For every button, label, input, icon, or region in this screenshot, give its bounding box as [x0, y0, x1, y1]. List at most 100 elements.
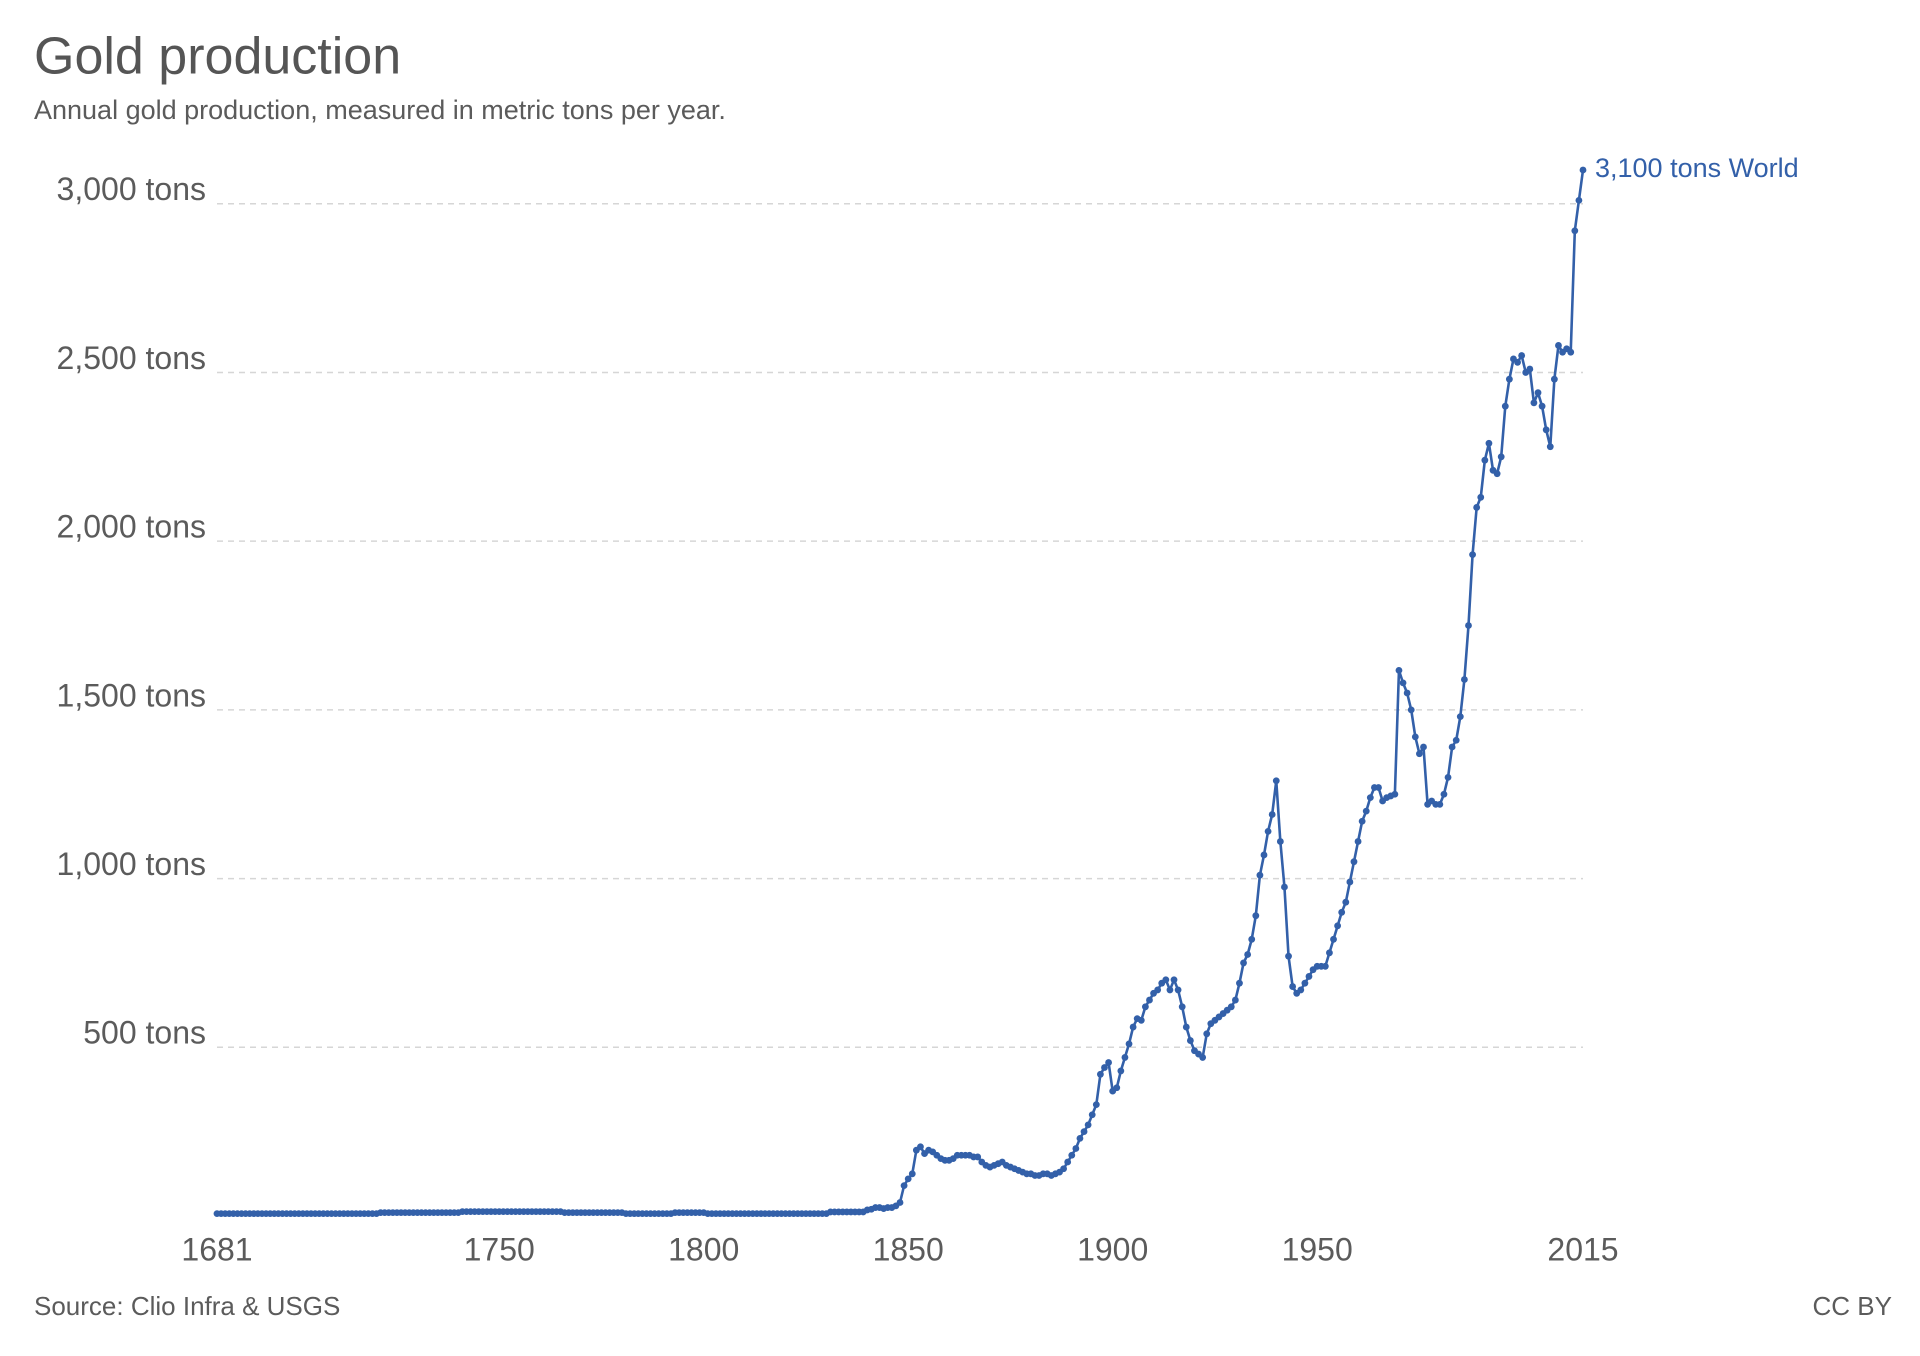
data-point [1080, 1128, 1088, 1136]
data-point [1391, 790, 1399, 798]
y-tick-label: 2,500 tons [57, 340, 206, 376]
data-point [1236, 979, 1243, 987]
data-point [1530, 399, 1538, 407]
data-point [1260, 851, 1268, 859]
data-point [1072, 1145, 1080, 1152]
data-point [1395, 666, 1403, 674]
data-point [1358, 817, 1366, 825]
data-point [1146, 996, 1153, 1004]
data-point [1403, 689, 1411, 697]
data-point [1068, 1151, 1076, 1159]
data-point [1575, 196, 1583, 204]
data-point [1182, 1023, 1190, 1031]
data-point [1117, 1067, 1125, 1075]
data-point [1362, 807, 1370, 815]
data-point [1326, 949, 1333, 957]
data-point [1088, 1111, 1096, 1119]
data-point [1186, 1037, 1194, 1044]
data-point [1407, 706, 1415, 714]
y-tick-label: 1,000 tons [57, 846, 206, 882]
data-point [1416, 750, 1423, 758]
x-tick-label: 1900 [1077, 1231, 1148, 1267]
data-point [1505, 375, 1513, 383]
x-tick-label: 1850 [873, 1231, 944, 1267]
data-point [1448, 743, 1456, 751]
license: CC BY [1813, 1291, 1892, 1321]
y-tick-label: 2,000 tons [57, 509, 206, 545]
chart-subtitle: Annual gold production, measured in metr… [34, 95, 726, 125]
x-tick-label: 1800 [668, 1231, 739, 1267]
data-point [1366, 794, 1374, 801]
x-tick-label: 2015 [1547, 1231, 1618, 1267]
data-point [1268, 811, 1276, 818]
data-point [1231, 996, 1239, 1004]
data-point [1542, 426, 1550, 434]
data-point [1420, 743, 1427, 751]
data-point [1330, 935, 1337, 943]
y-tick-label: 3,000 tons [57, 171, 206, 207]
data-point [1444, 773, 1452, 781]
data-point [1473, 504, 1481, 511]
data-point [1084, 1121, 1092, 1129]
data-point [1465, 622, 1472, 629]
data-point [1129, 1023, 1137, 1031]
data-point [1244, 951, 1252, 958]
data-point [1105, 1059, 1112, 1066]
source: Source: Clio Infra & USGS [34, 1291, 340, 1321]
data-point [1174, 986, 1182, 994]
data-point [1285, 952, 1292, 960]
data-point [1060, 1165, 1067, 1173]
data-point [1121, 1054, 1129, 1061]
data-point [1076, 1134, 1084, 1142]
data-point [1354, 838, 1362, 845]
data-point [1256, 871, 1264, 879]
data-point [1481, 456, 1489, 464]
data-point [1350, 858, 1358, 866]
end-label: 3,100 tons World [1595, 153, 1799, 183]
data-point [1264, 827, 1272, 835]
chart-title: Gold production [34, 28, 401, 86]
data-point [1497, 453, 1505, 461]
data-point [1436, 800, 1444, 808]
data-point [1555, 342, 1562, 349]
x-tick-label: 1681 [181, 1231, 252, 1267]
data-point [1346, 878, 1354, 886]
data-point [1154, 986, 1162, 994]
data-point [1338, 908, 1346, 916]
x-tick-label: 1950 [1282, 1231, 1353, 1267]
data-point [1452, 736, 1460, 744]
data-point [1334, 922, 1342, 930]
data-point [1141, 1003, 1149, 1011]
data-point [1301, 979, 1309, 987]
data-point [1546, 443, 1554, 451]
data-point [1518, 352, 1526, 359]
data-point [1571, 227, 1579, 235]
data-point [1166, 986, 1174, 994]
data-point [1137, 1016, 1145, 1024]
data-point [1514, 358, 1521, 366]
data-point [1399, 679, 1407, 687]
data-point [1101, 1064, 1108, 1071]
data-point [1092, 1101, 1100, 1109]
data-point [1375, 784, 1382, 791]
data-point [1440, 790, 1448, 798]
data-point [1248, 935, 1256, 943]
data-point [1097, 1070, 1104, 1078]
data-point [1538, 402, 1546, 410]
data-point [1493, 470, 1501, 478]
data-point [1289, 983, 1297, 990]
y-tick-label: 500 tons [83, 1015, 206, 1051]
data-point [1534, 389, 1542, 397]
data-point [1411, 733, 1419, 741]
data-point [1501, 402, 1509, 410]
data-point [1321, 962, 1329, 970]
data-point [1178, 1003, 1186, 1011]
y-tick-label: 1,500 tons [57, 677, 206, 713]
data-point [1485, 439, 1493, 447]
data-point [904, 1175, 912, 1183]
data-point [1469, 551, 1476, 559]
data-point [1252, 912, 1260, 920]
data-point [1113, 1084, 1121, 1092]
